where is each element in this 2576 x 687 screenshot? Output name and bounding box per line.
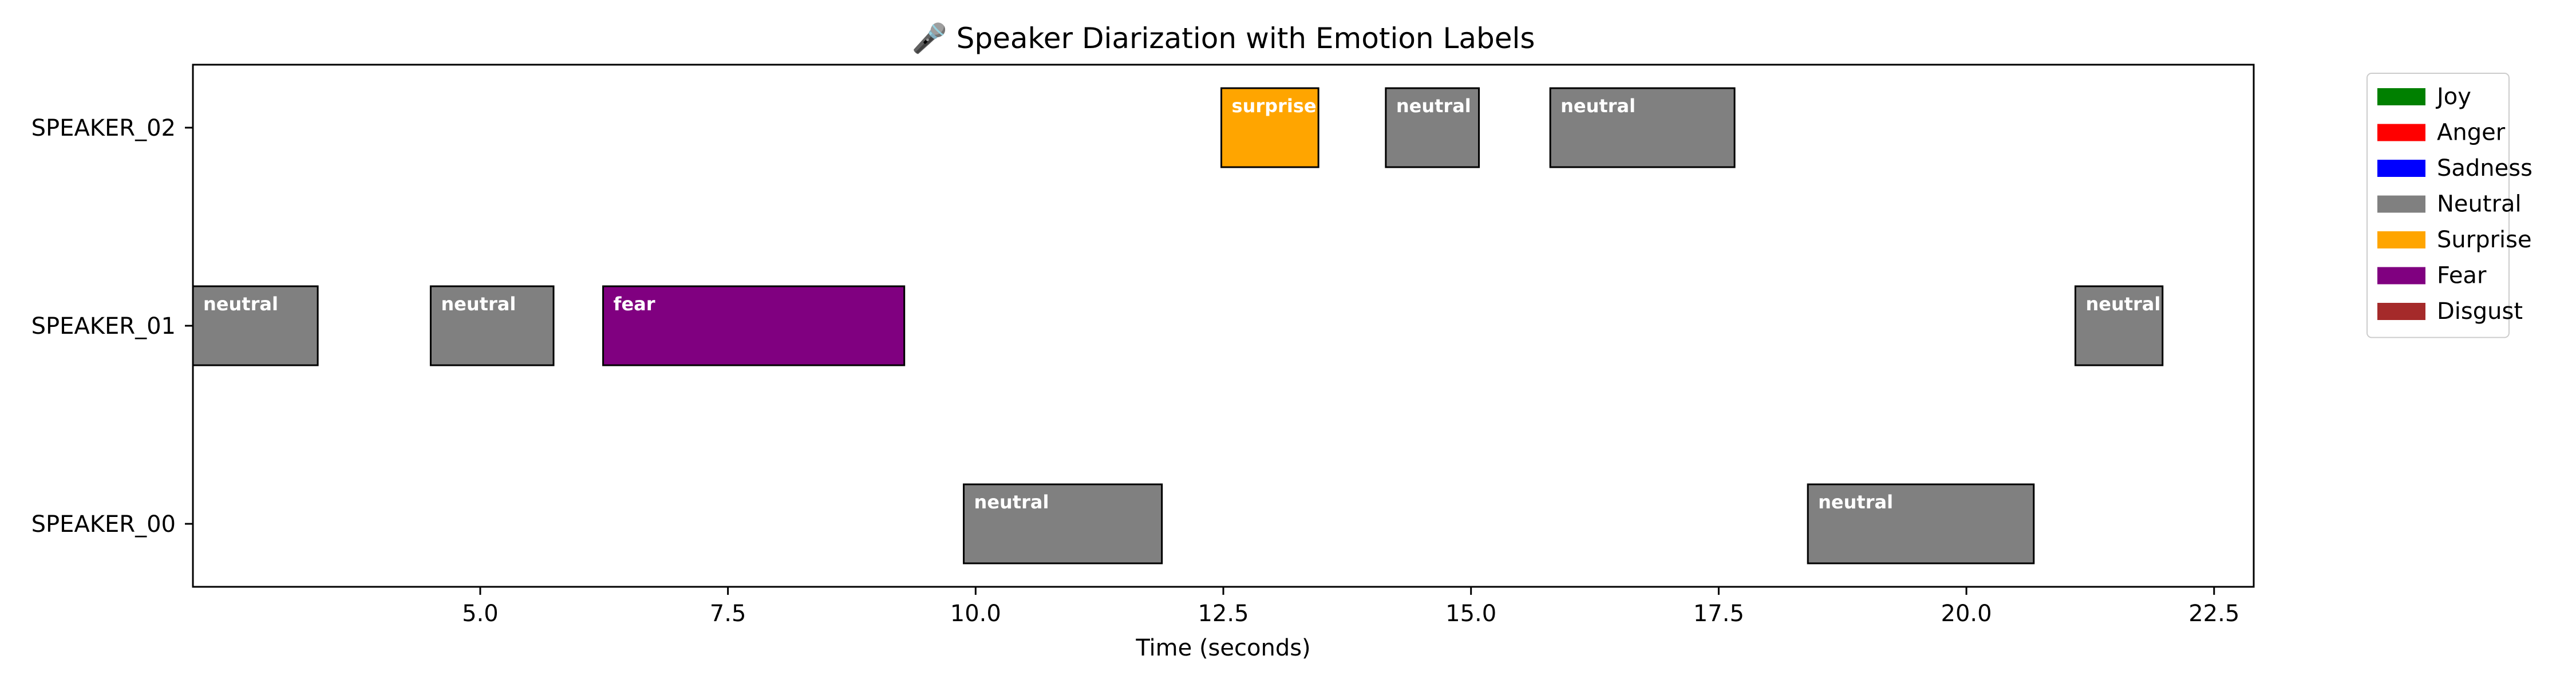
- y-tick-label: SPEAKER_00: [31, 511, 176, 538]
- segment-speaker_01-1: neutral: [429, 285, 555, 366]
- x-axis-label: Time (seconds): [1135, 635, 1310, 661]
- legend-item-fear: Fear: [2377, 263, 2487, 289]
- segment-label: neutral: [2085, 293, 2160, 315]
- y-tick-label: SPEAKER_02: [31, 115, 176, 141]
- x-tick-label: 7.5: [710, 601, 746, 627]
- segment-bar: [602, 285, 906, 366]
- x-tick-label: 12.5: [1198, 601, 1249, 627]
- segment-label: neutral: [1396, 95, 1471, 117]
- legend-item-surprise: Surprise: [2377, 227, 2532, 253]
- legend-item-disgust: Disgust: [2377, 298, 2523, 325]
- segment-speaker_02-4: surprise: [1220, 87, 1319, 168]
- segment-label: neutral: [1560, 95, 1635, 117]
- x-tick-label: 17.5: [1693, 601, 1744, 627]
- legend-swatch: [2377, 88, 2425, 105]
- legend-item-anger: Anger: [2377, 120, 2506, 146]
- x-tick-label: 22.5: [2188, 601, 2239, 627]
- x-tick-label: 20.0: [1941, 601, 1992, 627]
- segment-label: neutral: [1818, 491, 1893, 513]
- segment-speaker_00-3: neutral: [963, 483, 1163, 564]
- segment-bar: [193, 285, 319, 366]
- legend-label: Fear: [2437, 263, 2487, 289]
- segment-label: fear: [614, 293, 655, 315]
- segment-bar: [1385, 87, 1480, 168]
- legend-label: Joy: [2435, 84, 2471, 110]
- y-tick-label: SPEAKER_01: [31, 313, 176, 339]
- legend: Joy Anger Sadness Neutral Surprise Fear Disgus…: [2366, 73, 2532, 338]
- legend-item-sadness: Sadness: [2377, 155, 2532, 181]
- segment-bar: [429, 285, 555, 366]
- segment-bar: [1807, 483, 2035, 564]
- legend-item-neutral: Neutral: [2377, 191, 2522, 218]
- y-axis: SPEAKER_00 SPEAKER_01 SPEAKER_02: [31, 115, 193, 538]
- segment-speaker_00-7: neutral: [1807, 483, 2035, 564]
- x-axis: 5.0 7.5 10.0 12.5 15.0 17.5 20.0 22.5: [462, 587, 2239, 627]
- segment-speaker_01-2: fear: [602, 285, 906, 366]
- segment-label: neutral: [441, 293, 516, 315]
- segment-label: neutral: [974, 491, 1049, 513]
- legend-label: Disgust: [2437, 298, 2523, 325]
- segment-bar: [1549, 87, 1736, 168]
- legend-label: Neutral: [2437, 191, 2522, 218]
- x-tick-label: 10.0: [950, 601, 1001, 627]
- legend-swatch: [2377, 160, 2425, 177]
- legend-swatch: [2377, 195, 2425, 213]
- x-tick-label: 15.0: [1445, 601, 1496, 627]
- segment-label: neutral: [203, 293, 278, 315]
- legend-swatch: [2377, 124, 2425, 141]
- legend-label: Surprise: [2437, 227, 2532, 253]
- legend-label: Anger: [2437, 120, 2506, 146]
- segment-bar: [963, 483, 1163, 564]
- legend-swatch: [2377, 303, 2425, 320]
- segment-label: surprise: [1232, 95, 1317, 117]
- segments-layer: neutral neutral fear neutral surprise neutral…: [193, 87, 2164, 564]
- segment-bar: [2074, 285, 2164, 366]
- segment-speaker_02-5: neutral: [1385, 87, 1480, 168]
- segment-speaker_01-0: neutral: [193, 285, 319, 366]
- legend-item-joy: Joy: [2377, 84, 2471, 110]
- segment-speaker_01-8: neutral: [2074, 285, 2164, 366]
- legend-label: Sadness: [2437, 155, 2532, 181]
- segment-bar: [1220, 87, 1319, 168]
- segment-speaker_02-6: neutral: [1549, 87, 1736, 168]
- chart-title: 🎤 Speaker Diarization with Emotion Label…: [912, 21, 1535, 55]
- x-tick-label: 5.0: [462, 601, 499, 627]
- legend-swatch: [2377, 267, 2425, 285]
- legend-swatch: [2377, 231, 2425, 248]
